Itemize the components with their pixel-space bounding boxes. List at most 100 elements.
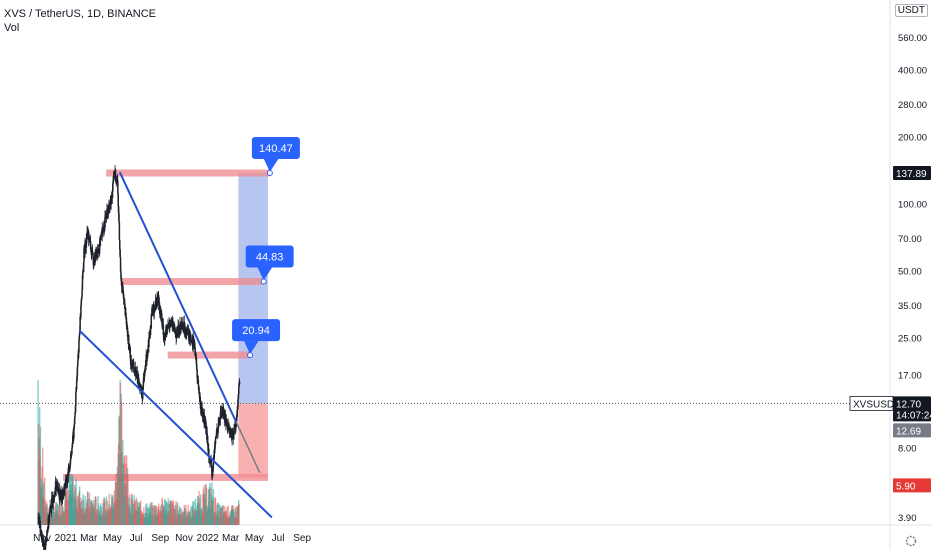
callout-box[interactable] xyxy=(245,245,294,268)
settings-gear-icon[interactable] xyxy=(905,535,917,547)
volume-bar xyxy=(212,489,215,525)
candle-body xyxy=(227,426,229,430)
volume-bar xyxy=(209,482,211,525)
volume-bar xyxy=(126,455,128,525)
scale-currency-button[interactable]: USDT xyxy=(894,4,928,17)
support-resistance-zone[interactable] xyxy=(120,278,264,286)
candle-body xyxy=(81,275,84,291)
volume-bar xyxy=(102,499,105,525)
time-tick-label: May xyxy=(103,533,122,544)
volume-bar xyxy=(143,507,145,525)
price-tick-label: 100.00 xyxy=(898,200,927,211)
candle-body xyxy=(119,239,121,250)
candle-body xyxy=(182,323,184,330)
candle-body xyxy=(120,280,123,287)
volume-bar xyxy=(155,505,157,525)
candle-body xyxy=(113,171,116,179)
candle-body xyxy=(148,337,150,347)
candle-body xyxy=(117,193,119,206)
candle-body xyxy=(46,529,49,534)
volume-bar xyxy=(97,503,100,525)
volume-bar xyxy=(183,508,186,525)
time-tick-label: 2021 xyxy=(55,533,78,544)
price-tick-label: 3.90 xyxy=(898,513,917,524)
candle-body xyxy=(67,473,69,482)
price-tick-label: 280.00 xyxy=(898,100,927,111)
candle-body xyxy=(73,416,76,425)
volume-bar xyxy=(95,497,97,525)
volume-bar xyxy=(190,506,192,525)
candle-body xyxy=(225,418,228,426)
volume-bar xyxy=(176,502,179,525)
target-zone-box[interactable] xyxy=(238,173,268,404)
callout-pointer xyxy=(257,267,273,281)
price-tick-label: 8.00 xyxy=(898,444,917,455)
candle-body xyxy=(126,327,129,337)
candle-body xyxy=(118,213,120,223)
volume-bar xyxy=(238,503,240,525)
volume-bar xyxy=(146,503,148,525)
candle-body xyxy=(118,222,121,240)
price-tick-label: 70.00 xyxy=(898,234,922,245)
candle-body xyxy=(202,408,204,415)
candle-body xyxy=(129,347,132,359)
candle-body xyxy=(222,408,225,416)
candle-body xyxy=(155,302,158,306)
volume-bar xyxy=(150,502,152,525)
time-tick-label: May xyxy=(245,533,264,544)
candle-body xyxy=(75,381,78,390)
volume-bar xyxy=(199,498,201,525)
support-resistance-zone[interactable] xyxy=(106,169,270,177)
price-tick-label: 25.00 xyxy=(898,333,922,344)
candle-body xyxy=(197,379,200,386)
volume-label: Vol xyxy=(4,22,20,34)
support-resistance-zone[interactable] xyxy=(167,351,251,359)
time-tick-label: Sep xyxy=(151,533,169,544)
volume-bar xyxy=(227,505,229,525)
candle-body xyxy=(179,322,182,326)
volume-bar xyxy=(175,501,177,525)
volume-bar xyxy=(226,507,228,525)
volume-bar xyxy=(76,495,79,525)
volume-bar xyxy=(180,508,183,525)
candle-body xyxy=(174,330,176,334)
candle-body xyxy=(211,470,214,478)
price-tick-label: 560.00 xyxy=(898,33,927,44)
trendline[interactable] xyxy=(235,421,261,473)
time-tick-label: Sep xyxy=(293,533,311,544)
candle-body xyxy=(62,490,64,495)
candle-body xyxy=(112,180,114,184)
volume-bar xyxy=(66,482,68,525)
candle-body xyxy=(183,321,186,329)
stop-zone-box[interactable] xyxy=(238,403,268,478)
stop-price-tag-bg xyxy=(893,478,931,493)
callout-pointer xyxy=(263,159,279,172)
volume-bar xyxy=(105,496,108,525)
candle-body xyxy=(78,333,81,336)
candle-body xyxy=(215,438,217,440)
trendline[interactable] xyxy=(78,329,273,519)
candle-body xyxy=(178,328,181,330)
candle-body xyxy=(78,340,80,353)
candle-body xyxy=(107,209,109,218)
candle-body xyxy=(99,235,102,241)
volume-bar xyxy=(131,499,134,525)
volume-bar xyxy=(171,503,173,525)
trendline[interactable] xyxy=(118,171,237,423)
callout-box[interactable] xyxy=(251,137,300,159)
support-resistance-zone[interactable] xyxy=(63,473,268,481)
time-tick-label: Nov xyxy=(33,533,51,544)
candle-body xyxy=(75,391,77,406)
candle-body xyxy=(108,203,111,213)
volume-bar xyxy=(46,503,48,525)
callout-box[interactable] xyxy=(232,319,281,342)
volume-bar xyxy=(118,417,121,525)
price-tick-label: 17.00 xyxy=(898,371,922,382)
candle-body xyxy=(119,257,122,272)
last-price-tag-bg xyxy=(893,396,931,422)
stop-price-tag: 5.90 xyxy=(896,481,916,492)
candle-body xyxy=(125,312,127,318)
candle-body xyxy=(233,428,235,435)
candle-body xyxy=(238,387,240,395)
